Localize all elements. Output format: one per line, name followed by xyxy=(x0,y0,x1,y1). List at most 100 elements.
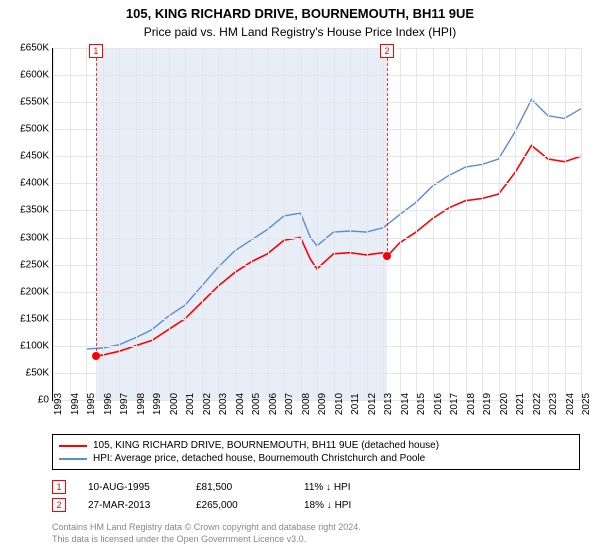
legend: 105, KING RICHARD DRIVE, BOURNEMOUTH, BH… xyxy=(52,434,580,470)
y-axis-label: £150K xyxy=(20,313,49,324)
gridline-v xyxy=(383,48,384,400)
x-axis-label: 2016 xyxy=(433,393,444,415)
y-axis-label: £400K xyxy=(20,178,49,189)
x-axis-label: 1998 xyxy=(136,393,147,415)
x-axis-label: 1995 xyxy=(86,393,97,415)
gridline-v xyxy=(449,48,450,400)
sale-marker-dot xyxy=(92,352,100,360)
gridline-v xyxy=(482,48,483,400)
sales-row-marker: 1 xyxy=(52,480,66,494)
sale-marker-dot xyxy=(383,252,391,260)
x-axis-label: 2024 xyxy=(565,393,576,415)
y-axis-label: £200K xyxy=(20,286,49,297)
y-axis-label: £100K xyxy=(20,340,49,351)
x-axis-label: 1999 xyxy=(152,393,163,415)
sales-row: 227-MAR-2013£265,00018% ↓ HPI xyxy=(52,496,390,514)
x-axis-label: 2025 xyxy=(581,393,592,415)
sale-marker-box: 1 xyxy=(89,44,103,58)
sales-row-delta: 11% ↓ HPI xyxy=(304,482,390,493)
x-axis-label: 2004 xyxy=(235,393,246,415)
gridline-v xyxy=(416,48,417,400)
legend-item: HPI: Average price, detached house, Bour… xyxy=(59,452,573,465)
gridline-v xyxy=(235,48,236,400)
x-axis-label: 2014 xyxy=(400,393,411,415)
y-axis-label: £450K xyxy=(20,151,49,162)
gridline-v xyxy=(202,48,203,400)
chart-subtitle: Price paid vs. HM Land Registry's House … xyxy=(0,23,600,39)
gridline-v xyxy=(218,48,219,400)
y-axis-label: £600K xyxy=(20,70,49,81)
gridline-v xyxy=(466,48,467,400)
y-axis-label: £50K xyxy=(26,367,49,378)
y-axis-label: £500K xyxy=(20,124,49,135)
footer-line-2: This data is licensed under the Open Gov… xyxy=(52,534,361,546)
x-axis-label: 2005 xyxy=(251,393,262,415)
legend-swatch xyxy=(59,445,87,447)
x-axis-label: 2015 xyxy=(416,393,427,415)
gridline-v xyxy=(185,48,186,400)
x-axis-label: 2013 xyxy=(383,393,394,415)
sale-marker-box: 2 xyxy=(380,44,394,58)
y-axis-label: £250K xyxy=(20,259,49,270)
chart-area: £0£50K£100K£150K£200K£250K£300K£350K£400… xyxy=(52,48,580,400)
x-axis-label: 2023 xyxy=(548,393,559,415)
sales-row-price: £265,000 xyxy=(196,500,282,511)
sales-row-delta: 18% ↓ HPI xyxy=(304,500,390,511)
gridline-v xyxy=(119,48,120,400)
gridline-v xyxy=(317,48,318,400)
gridline-v xyxy=(350,48,351,400)
sale-marker-line xyxy=(387,58,388,256)
gridline-v xyxy=(53,48,54,400)
y-axis-label: £300K xyxy=(20,232,49,243)
x-axis-label: 2007 xyxy=(284,393,295,415)
x-axis-label: 2006 xyxy=(268,393,279,415)
gridline-v xyxy=(400,48,401,400)
x-axis-label: 1993 xyxy=(53,393,64,415)
sales-row-marker: 2 xyxy=(52,498,66,512)
x-axis-label: 2018 xyxy=(466,393,477,415)
x-axis-label: 2011 xyxy=(350,393,361,415)
legend-item: 105, KING RICHARD DRIVE, BOURNEMOUTH, BH… xyxy=(59,439,573,452)
x-axis-label: 2012 xyxy=(367,393,378,415)
sales-row: 110-AUG-1995£81,50011% ↓ HPI xyxy=(52,478,390,496)
sales-table: 110-AUG-1995£81,50011% ↓ HPI227-MAR-2013… xyxy=(52,478,390,514)
legend-swatch xyxy=(59,458,87,460)
y-axis-label: £550K xyxy=(20,97,49,108)
y-axis-label: £0 xyxy=(38,395,49,406)
x-axis-label: 2021 xyxy=(515,393,526,415)
x-axis-label: 2022 xyxy=(532,393,543,415)
gridline-v xyxy=(301,48,302,400)
x-axis-label: 2019 xyxy=(482,393,493,415)
gridline-v xyxy=(367,48,368,400)
x-axis-label: 2009 xyxy=(317,393,328,415)
gridline-v xyxy=(334,48,335,400)
chart-title: 105, KING RICHARD DRIVE, BOURNEMOUTH, BH… xyxy=(0,0,600,23)
gridline-v xyxy=(152,48,153,400)
x-axis-label: 2017 xyxy=(449,393,460,415)
x-axis-label: 1997 xyxy=(119,393,130,415)
y-axis-label: £650K xyxy=(20,43,49,54)
footer-line-1: Contains HM Land Registry data © Crown c… xyxy=(52,522,361,534)
x-axis-label: 2008 xyxy=(301,393,312,415)
x-axis-label: 1996 xyxy=(103,393,114,415)
gridline-v xyxy=(103,48,104,400)
gridline-v xyxy=(86,48,87,400)
gridline-v xyxy=(532,48,533,400)
gridline-v xyxy=(284,48,285,400)
x-axis-label: 2000 xyxy=(169,393,180,415)
gridline-v xyxy=(515,48,516,400)
gridline-v xyxy=(70,48,71,400)
gridline-v xyxy=(499,48,500,400)
gridline-v xyxy=(268,48,269,400)
gridline-v xyxy=(136,48,137,400)
x-axis-label: 2003 xyxy=(218,393,229,415)
sales-row-price: £81,500 xyxy=(196,482,282,493)
gridline-v xyxy=(433,48,434,400)
x-axis-label: 2001 xyxy=(185,393,196,415)
x-axis-label: 2002 xyxy=(202,393,213,415)
gridline-v xyxy=(251,48,252,400)
gridline-v xyxy=(565,48,566,400)
x-axis-label: 2020 xyxy=(499,393,510,415)
legend-label: HPI: Average price, detached house, Bour… xyxy=(93,453,425,464)
footer-attribution: Contains HM Land Registry data © Crown c… xyxy=(52,522,361,545)
